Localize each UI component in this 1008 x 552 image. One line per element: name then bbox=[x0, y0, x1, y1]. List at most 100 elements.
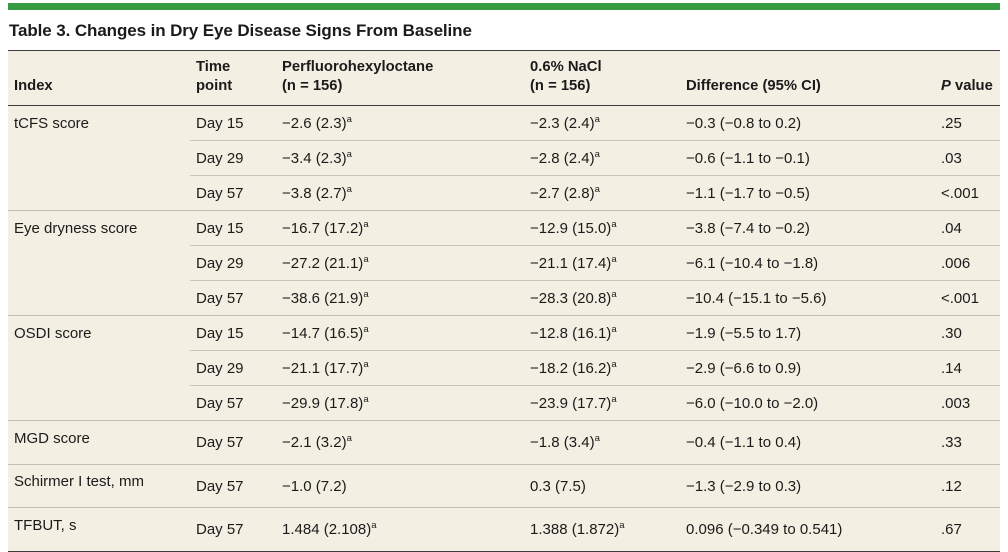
index-cell: TFBUT, s bbox=[8, 507, 190, 552]
nacl-value-cell: −12.8 (16.1)a bbox=[524, 315, 680, 351]
column-header-index: Index bbox=[8, 51, 190, 107]
difference-cell: −6.1 (−10.4 to −1.8) bbox=[680, 245, 935, 281]
nacl-value-cell: −2.8 (2.4)a bbox=[524, 140, 680, 176]
nacl-value-cell: −2.7 (2.8)a bbox=[524, 175, 680, 211]
dry-eye-signs-table: Index Time point Perfluorohexyloctane (n… bbox=[8, 51, 1000, 552]
nacl-value-cell: −1.8 (3.4)a bbox=[524, 420, 680, 465]
time-point-cell: Day 15 bbox=[190, 315, 276, 351]
time-point-cell: Day 57 bbox=[190, 507, 276, 552]
p-value-cell: <.001 bbox=[935, 280, 1000, 316]
footnote-marker: a bbox=[594, 183, 600, 195]
column-header-p-value: P value bbox=[935, 51, 1000, 107]
p-value-cell: .03 bbox=[935, 140, 1000, 176]
table-row: Day 57 −29.9 (17.8)a −23.9 (17.7)a −6.0 (−1… bbox=[8, 385, 1000, 421]
table-row: Day 57 −38.6 (21.9)a −28.3 (20.8)a −10.4 (−… bbox=[8, 280, 1000, 316]
column-header-difference: Difference (95% CI) bbox=[680, 51, 935, 107]
perfluorohexyloctane-value-cell: −38.6 (21.9)a bbox=[276, 280, 524, 316]
difference-cell: −0.4 (−1.1 to 0.4) bbox=[680, 420, 935, 465]
table-row: tCFS score Day 15 −2.6 (2.3)a −2.3 (2.4)a −0… bbox=[8, 106, 1000, 141]
nacl-value-cell: −21.1 (17.4)a bbox=[524, 245, 680, 281]
footnote-marker: a bbox=[611, 323, 617, 335]
footnote-marker: a bbox=[363, 393, 369, 405]
perfluorohexyloctane-value-cell: −27.2 (21.1)a bbox=[276, 245, 524, 281]
nacl-value-cell: 0.3 (7.5) bbox=[524, 463, 680, 508]
p-value-cell: <.001 bbox=[935, 175, 1000, 211]
perfluorohexyloctane-value-cell: −2.6 (2.3)a bbox=[282, 113, 352, 132]
difference-cell: −1.3 (−2.9 to 0.3) bbox=[680, 463, 935, 508]
p-value-cell: .25 bbox=[941, 114, 962, 132]
time-point-cell: Day 57 bbox=[190, 420, 276, 465]
index-cell: OSDI score bbox=[8, 315, 190, 421]
nacl-value-cell: −28.3 (20.8)a bbox=[524, 280, 680, 316]
footnote-marker: a bbox=[611, 253, 617, 265]
table-row: Schirmer I test, mm Day 57 −1.0 (7.2) 0.3 (… bbox=[8, 463, 1000, 508]
difference-cell: −1.9 (−5.5 to 1.7) bbox=[680, 315, 935, 351]
footnote-marker: a bbox=[371, 520, 377, 532]
perfluorohexyloctane-value-cell: −16.7 (17.2)a bbox=[276, 210, 524, 246]
table-row: Day 29 −21.1 (17.7)a −18.2 (16.2)a −2.9 (−6… bbox=[8, 350, 1000, 386]
footnote-marker: a bbox=[363, 253, 369, 265]
footnote-marker: a bbox=[363, 218, 369, 230]
time-point-cell: Day 57 bbox=[190, 175, 276, 211]
table-row: Day 57 −3.8 (2.7)a −2.7 (2.8)a −1.1 (−1.7 t… bbox=[8, 175, 1000, 211]
time-point-cell: Day 57 bbox=[190, 463, 276, 508]
header-row: Index Time point Perfluorohexyloctane (n… bbox=[8, 51, 1000, 107]
difference-cell: −6.0 (−10.0 to −2.0) bbox=[680, 385, 935, 421]
index-cell: MGD score bbox=[8, 420, 190, 465]
column-header-perfluorohexyloctane: Perfluorohexyloctane (n = 156) bbox=[276, 51, 524, 107]
time-point-cell: Day 15 bbox=[190, 210, 276, 246]
p-value-cell: .33 bbox=[935, 420, 1000, 465]
perfluorohexyloctane-value-cell: −2.1 (3.2)a bbox=[276, 420, 524, 465]
p-value-rest: value bbox=[950, 78, 993, 95]
footnote-marker: a bbox=[346, 113, 352, 125]
difference-cell: −3.8 (−7.4 to −0.2) bbox=[680, 210, 935, 246]
column-header-time-point: Time point bbox=[190, 51, 276, 107]
footnote-marker: a bbox=[363, 358, 369, 370]
time-point-cell: Day 29 bbox=[190, 140, 276, 176]
p-value-cell: .003 bbox=[935, 385, 1000, 421]
nacl-value-cell: 1.388 (1.872)a bbox=[524, 507, 680, 552]
time-point-cell: Day 29 bbox=[190, 245, 276, 281]
difference-cell: −0.6 (−1.1 to −0.1) bbox=[680, 140, 935, 176]
p-value-cell: .12 bbox=[935, 463, 1000, 508]
perfluorohexyloctane-value-cell: −1.0 (7.2) bbox=[276, 463, 524, 508]
time-point-cell: Day 29 bbox=[190, 350, 276, 386]
p-value-cell: .04 bbox=[935, 210, 1000, 246]
table-row: OSDI score Day 15 −14.7 (16.5)a −12.8 (16.1… bbox=[8, 315, 1000, 421]
nacl-value-cell: −18.2 (16.2)a bbox=[524, 350, 680, 386]
footnote-marker: a bbox=[611, 218, 617, 230]
perfluorohexyloctane-value-cell: −14.7 (16.5)a bbox=[276, 315, 524, 351]
footnote-marker: a bbox=[594, 433, 600, 445]
perfluorohexyloctane-value-cell: −3.8 (2.7)a bbox=[276, 175, 524, 211]
difference-cell: −0.3 (−0.8 to 0.2) bbox=[686, 114, 802, 132]
index-cell: tCFS score bbox=[14, 114, 90, 132]
footnote-marker: a bbox=[363, 323, 369, 335]
p-value-cell: .14 bbox=[935, 350, 1000, 386]
time-point-cell: Day 15 bbox=[196, 114, 244, 132]
table-header: Index Time point Perfluorohexyloctane (n… bbox=[8, 51, 1000, 107]
footnote-marker: a bbox=[611, 393, 617, 405]
footnote-marker: a bbox=[594, 113, 600, 125]
p-value-cell: .006 bbox=[935, 245, 1000, 281]
time-point-cell: Day 57 bbox=[190, 385, 276, 421]
table-row: TFBUT, s Day 57 1.484 (2.108)a 1.388 (1.872… bbox=[8, 507, 1000, 552]
p-value-cell: .30 bbox=[935, 315, 1000, 351]
footnote-marker: a bbox=[346, 433, 352, 445]
footnote-marker: a bbox=[363, 288, 369, 300]
footnote-marker: a bbox=[594, 148, 600, 160]
table-title: Table 3. Changes in Dry Eye Disease Sign… bbox=[8, 10, 1000, 51]
index-cell: Schirmer I test, mm bbox=[8, 463, 190, 508]
nacl-value-cell: −2.3 (2.4)a bbox=[530, 113, 600, 132]
footnote-marker: a bbox=[346, 183, 352, 195]
table-row: MGD score Day 57 −2.1 (3.2)a −1.8 (3.4)a −0.… bbox=[8, 420, 1000, 465]
column-header-nacl: 0.6% NaCl (n = 156) bbox=[524, 51, 680, 107]
footnote-marker: a bbox=[346, 148, 352, 160]
perfluorohexyloctane-value-cell: −21.1 (17.7)a bbox=[276, 350, 524, 386]
difference-cell: 0.096 (−0.349 to 0.541) bbox=[680, 507, 935, 552]
index-cell: Eye dryness score bbox=[8, 210, 190, 316]
difference-cell: −10.4 (−15.1 to −5.6) bbox=[680, 280, 935, 316]
nacl-value-cell: −12.9 (15.0)a bbox=[524, 210, 680, 246]
footnote-marker: a bbox=[611, 358, 617, 370]
perfluorohexyloctane-value-cell: −29.9 (17.8)a bbox=[276, 385, 524, 421]
